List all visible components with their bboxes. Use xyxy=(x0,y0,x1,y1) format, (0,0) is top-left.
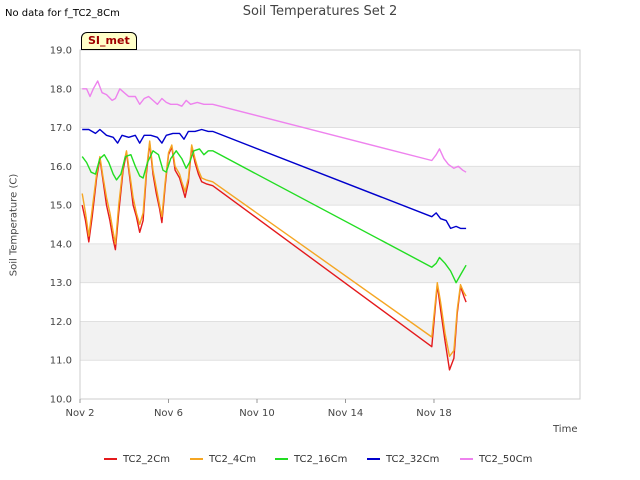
series-line-tc2-50cm xyxy=(82,80,467,173)
x-tick-label: Nov 10 xyxy=(239,408,274,419)
legend-swatch xyxy=(104,458,117,460)
site-badge: SI_met xyxy=(81,32,137,50)
legend-swatch xyxy=(190,458,203,460)
x-axis-ticks: Nov 2 Nov 6 Nov 10 Nov 14 Nov 18 xyxy=(65,399,452,419)
y-axis-ticks: 10.0 11.0 12.0 13.0 14.0 15.0 16.0 17.0 18.0 19.0 xyxy=(50,46,72,406)
y-tick-label: 10.0 xyxy=(50,395,72,406)
grid-band xyxy=(80,243,580,283)
grid-bands xyxy=(80,88,580,361)
series-line-tc2-32cm xyxy=(82,128,467,230)
chart-title: Soil Temperatures Set 2 xyxy=(242,4,398,19)
y-tick-label: 17.0 xyxy=(50,123,72,134)
grid-band xyxy=(80,321,580,361)
y-tick-label: 13.0 xyxy=(50,278,72,289)
x-tick-label: Nov 14 xyxy=(328,408,363,419)
y-tick-label: 12.0 xyxy=(50,317,72,328)
y-tick-label: 19.0 xyxy=(50,46,72,57)
y-tick-label: 14.0 xyxy=(50,239,72,250)
y-axis-label: Soil Temperature (C) xyxy=(8,173,20,277)
legend-item-tc2-16cm: TC2_16Cm xyxy=(275,454,347,465)
y-tick-label: 18.0 xyxy=(50,84,72,95)
legend-item-tc2-2cm: TC2_2Cm xyxy=(104,454,170,465)
y-tick-label: 11.0 xyxy=(50,356,72,367)
legend-swatch xyxy=(460,458,473,460)
x-tick-label: Nov 2 xyxy=(65,408,94,419)
x-tick-label: Nov 6 xyxy=(154,408,183,419)
series-lines xyxy=(81,80,467,371)
legend-label: TC2_4Cm xyxy=(209,454,256,465)
y-tick-label: 15.0 xyxy=(50,201,72,212)
legend-swatch xyxy=(275,458,288,460)
plot-frame xyxy=(79,49,581,400)
legend-label: TC2_2Cm xyxy=(123,454,170,465)
legend-item-tc2-4cm: TC2_4Cm xyxy=(190,454,256,465)
legend-swatch xyxy=(367,458,380,460)
legend-item-tc2-32cm: TC2_32Cm xyxy=(367,454,439,465)
x-axis-label: Time xyxy=(553,424,578,435)
series-line-tc2-16cm xyxy=(81,148,467,284)
series-line-tc2-4cm xyxy=(81,140,467,357)
legend-label: TC2_50Cm xyxy=(479,454,533,465)
legend-item-tc2-50cm: TC2_50Cm xyxy=(460,454,532,465)
grid-band xyxy=(80,88,580,128)
legend-label: TC2_16Cm xyxy=(294,454,348,465)
chart-legend: TC2_2Cm TC2_4Cm TC2_16Cm TC2_32Cm TC2_50Cm xyxy=(0,454,640,470)
legend-label: TC2_32Cm xyxy=(386,454,440,465)
x-tick-label: Nov 18 xyxy=(416,408,451,419)
y-tick-label: 16.0 xyxy=(50,162,72,173)
no-data-notice: No data for f_TC2_8Cm xyxy=(5,8,120,19)
